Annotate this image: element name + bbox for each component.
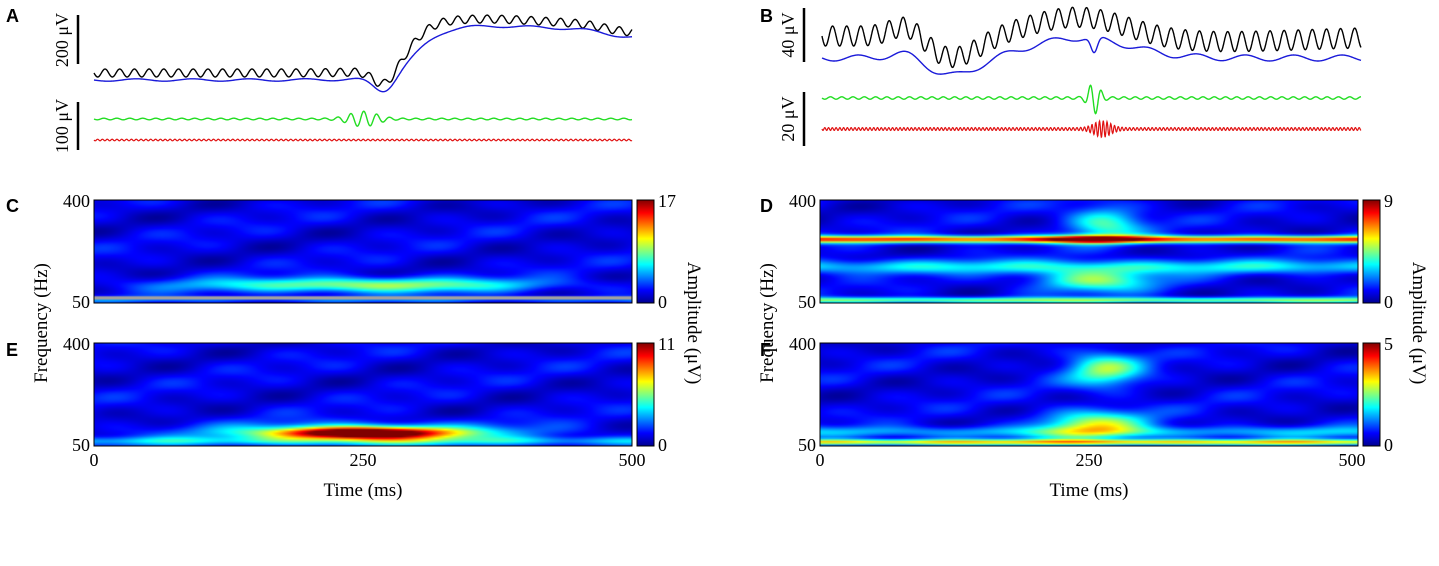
x-tick-e-0: 0 — [90, 450, 99, 470]
colorbar-c-max: 17 — [658, 191, 676, 211]
trace-b-raw — [821, 6, 1362, 69]
colorbar-d — [1362, 199, 1381, 304]
panel-f-label: F — [760, 340, 771, 360]
y-axis-label-left: Frequency (Hz) — [31, 263, 52, 383]
y-tick-f-400: 400 — [789, 334, 816, 354]
x-axis-label-left: Time (ms) — [323, 480, 402, 501]
x-tick-f-250: 250 — [1076, 450, 1103, 470]
colorbar-d-min: 0 — [1384, 292, 1393, 312]
heatmap-d-image — [820, 200, 1358, 303]
y-tick-d-50: 50 — [798, 292, 816, 312]
trace-a-raw — [93, 14, 633, 87]
colorbar-e-min: 0 — [658, 435, 667, 455]
heatmap-c — [93, 199, 633, 304]
x-axis-label-right: Time (ms) — [1049, 480, 1128, 501]
colorbar-label-right: Amplitude (μV) — [1408, 262, 1429, 385]
x-tick-e-500: 500 — [619, 450, 646, 470]
heatmap-c-image — [94, 200, 632, 303]
y-tick-e-400: 400 — [63, 334, 90, 354]
heatmap-e — [93, 342, 633, 447]
y-tick-c-400: 400 — [63, 191, 90, 211]
trace-b-fast-ripple — [821, 119, 1362, 139]
heatmap-f — [819, 342, 1359, 447]
colorbar-label-left: Amplitude (μV) — [683, 262, 704, 385]
panel-d-label: D — [760, 196, 773, 216]
colorbar-e — [636, 342, 655, 447]
panel-b-traces: 40 μV 20 μV — [778, 6, 1362, 146]
x-tick-f-500: 500 — [1339, 450, 1366, 470]
trace-a-fast-ripple — [93, 138, 633, 142]
heatmap-d — [819, 199, 1359, 304]
panel-b-label: B — [760, 6, 773, 26]
colorbar-f-min: 0 — [1384, 435, 1393, 455]
scale-label-a-top: 200 μV — [52, 13, 72, 67]
scale-label-a-bottom: 100 μV — [52, 99, 72, 153]
colorbar-f-max: 5 — [1384, 334, 1393, 354]
panel-a-label: A — [6, 6, 19, 26]
scale-label-b-top: 40 μV — [778, 12, 798, 57]
colorbar-f — [1362, 342, 1381, 447]
heatmap-e-image — [94, 343, 632, 446]
y-tick-d-400: 400 — [789, 191, 816, 211]
panel-e-label: E — [6, 340, 18, 360]
panel-c-label: C — [6, 196, 19, 216]
colorbar-c-min: 0 — [658, 292, 667, 312]
y-tick-e-50: 50 — [72, 435, 90, 455]
colorbar-d-max: 9 — [1384, 191, 1393, 211]
trace-a-lowpass — [93, 24, 633, 93]
colorbar-c — [636, 199, 655, 304]
trace-b-ripple — [821, 84, 1362, 115]
panel-a-traces: 200 μV 100 μV — [52, 13, 633, 153]
scale-label-b-bottom: 20 μV — [778, 96, 798, 141]
x-tick-e-250: 250 — [350, 450, 377, 470]
x-tick-f-0: 0 — [816, 450, 825, 470]
y-axis-label-right: Frequency (Hz) — [757, 263, 778, 383]
y-tick-c-50: 50 — [72, 292, 90, 312]
trace-b-lowpass — [821, 36, 1362, 75]
trace-a-ripple — [93, 110, 633, 127]
heatmap-f-image — [820, 343, 1358, 446]
y-tick-f-50: 50 — [798, 435, 816, 455]
colorbar-e-max: 11 — [658, 334, 675, 354]
